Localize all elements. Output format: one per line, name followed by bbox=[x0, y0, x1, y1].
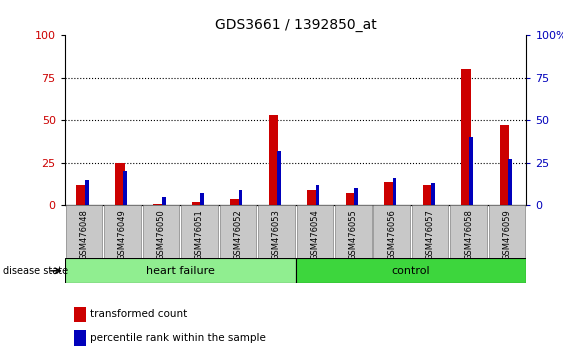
Text: disease state: disease state bbox=[3, 266, 68, 276]
Bar bbox=[423, 185, 432, 205]
FancyBboxPatch shape bbox=[335, 205, 372, 258]
Bar bbox=[470, 137, 473, 205]
Title: GDS3661 / 1392850_at: GDS3661 / 1392850_at bbox=[215, 18, 377, 32]
Bar bbox=[123, 171, 127, 205]
Bar bbox=[77, 185, 86, 205]
Text: GSM476054: GSM476054 bbox=[310, 210, 319, 260]
Bar bbox=[162, 197, 166, 205]
Bar bbox=[307, 190, 317, 205]
Bar bbox=[65, 258, 296, 283]
Bar bbox=[346, 193, 355, 205]
Bar bbox=[154, 204, 163, 205]
Text: GSM476057: GSM476057 bbox=[426, 210, 435, 261]
Bar bbox=[230, 199, 240, 205]
FancyBboxPatch shape bbox=[258, 205, 294, 258]
FancyBboxPatch shape bbox=[297, 205, 333, 258]
Bar bbox=[461, 69, 471, 205]
Text: GSM476050: GSM476050 bbox=[157, 210, 166, 260]
Text: percentile rank within the sample: percentile rank within the sample bbox=[90, 333, 266, 343]
FancyBboxPatch shape bbox=[66, 205, 102, 258]
Bar bbox=[269, 115, 279, 205]
FancyBboxPatch shape bbox=[220, 205, 256, 258]
Text: GSM476058: GSM476058 bbox=[464, 210, 473, 261]
Bar bbox=[115, 163, 124, 205]
Text: GSM476051: GSM476051 bbox=[195, 210, 204, 260]
Text: transformed count: transformed count bbox=[90, 309, 187, 320]
Bar bbox=[316, 185, 319, 205]
Bar bbox=[431, 183, 435, 205]
FancyBboxPatch shape bbox=[412, 205, 449, 258]
Text: GSM476048: GSM476048 bbox=[79, 210, 88, 261]
FancyBboxPatch shape bbox=[104, 205, 141, 258]
Text: control: control bbox=[392, 266, 430, 276]
Bar bbox=[508, 159, 512, 205]
Text: GSM476049: GSM476049 bbox=[118, 210, 127, 260]
Bar bbox=[500, 125, 510, 205]
Text: GSM476056: GSM476056 bbox=[387, 210, 396, 261]
FancyBboxPatch shape bbox=[181, 205, 218, 258]
Bar bbox=[85, 180, 88, 205]
Bar bbox=[296, 258, 526, 283]
Bar bbox=[74, 307, 86, 322]
Bar bbox=[74, 330, 86, 346]
Bar bbox=[239, 190, 243, 205]
Bar bbox=[200, 193, 204, 205]
FancyBboxPatch shape bbox=[142, 205, 179, 258]
Text: heart failure: heart failure bbox=[146, 266, 215, 276]
Bar bbox=[392, 178, 396, 205]
FancyBboxPatch shape bbox=[373, 205, 410, 258]
FancyBboxPatch shape bbox=[450, 205, 487, 258]
Bar bbox=[354, 188, 358, 205]
Text: GSM476053: GSM476053 bbox=[272, 210, 281, 261]
Text: GSM476055: GSM476055 bbox=[349, 210, 358, 260]
Bar bbox=[385, 182, 394, 205]
Bar bbox=[192, 202, 202, 205]
Bar bbox=[277, 151, 281, 205]
FancyBboxPatch shape bbox=[489, 205, 525, 258]
Text: GSM476059: GSM476059 bbox=[503, 210, 512, 260]
Text: GSM476052: GSM476052 bbox=[234, 210, 242, 260]
